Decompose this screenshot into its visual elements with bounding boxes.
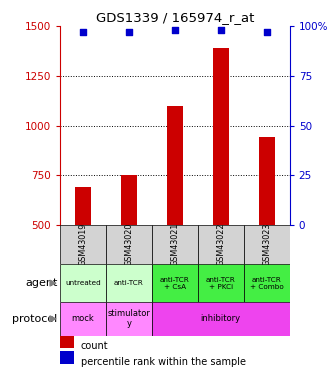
- Bar: [60, 225, 106, 264]
- Bar: [198, 225, 244, 264]
- Bar: [60, 334, 74, 348]
- Text: protocol: protocol: [12, 314, 58, 324]
- Text: anti-TCR
+ PKCi: anti-TCR + PKCi: [206, 277, 236, 290]
- Bar: [244, 264, 290, 302]
- Text: GSM43023: GSM43023: [262, 223, 271, 266]
- Bar: [75, 187, 91, 225]
- Bar: [60, 264, 106, 302]
- Bar: [60, 302, 106, 336]
- Bar: [106, 225, 152, 264]
- Text: anti-TCR: anti-TCR: [114, 280, 144, 286]
- Text: GSM43021: GSM43021: [170, 223, 179, 266]
- Bar: [121, 176, 137, 225]
- Point: [218, 27, 223, 33]
- Text: anti-TCR
+ Combo: anti-TCR + Combo: [250, 277, 284, 290]
- Point: [172, 27, 177, 33]
- Text: percentile rank within the sample: percentile rank within the sample: [81, 357, 246, 368]
- Text: anti-TCR
+ CsA: anti-TCR + CsA: [160, 277, 190, 290]
- Text: count: count: [81, 341, 108, 351]
- Text: stimulator
y: stimulator y: [108, 309, 150, 328]
- Text: agent: agent: [25, 278, 58, 288]
- Point: [126, 29, 132, 35]
- Text: untreated: untreated: [65, 280, 101, 286]
- Bar: [167, 106, 183, 225]
- Text: GSM43020: GSM43020: [124, 223, 134, 266]
- Bar: [106, 264, 152, 302]
- Bar: [152, 225, 198, 264]
- Point: [264, 29, 269, 35]
- Bar: [152, 264, 198, 302]
- Text: GSM43019: GSM43019: [78, 223, 88, 266]
- Bar: [198, 264, 244, 302]
- Title: GDS1339 / 165974_r_at: GDS1339 / 165974_r_at: [96, 11, 254, 24]
- Bar: [152, 302, 290, 336]
- Bar: [213, 48, 229, 225]
- Bar: [244, 225, 290, 264]
- Text: mock: mock: [72, 314, 94, 323]
- Text: inhibitory: inhibitory: [201, 314, 241, 323]
- Bar: [259, 136, 275, 225]
- Point: [80, 29, 86, 35]
- Bar: [60, 351, 74, 364]
- Bar: [106, 302, 152, 336]
- Text: GSM43022: GSM43022: [216, 223, 225, 266]
